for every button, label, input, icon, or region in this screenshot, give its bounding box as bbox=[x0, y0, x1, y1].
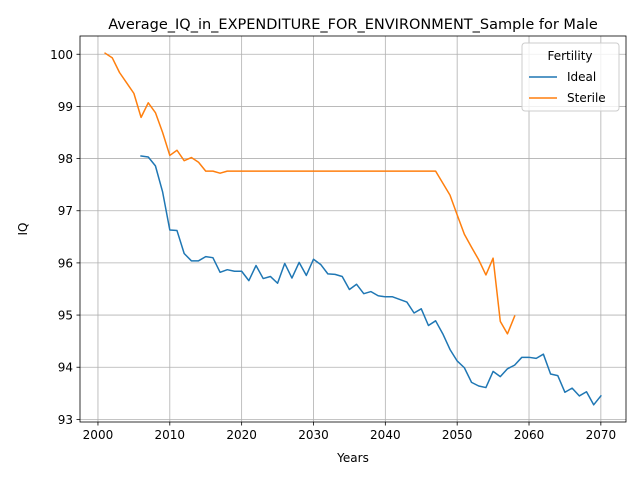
x-tick-label: 2060 bbox=[514, 428, 545, 442]
y-tick-label: 94 bbox=[58, 361, 73, 375]
y-axis-label: IQ bbox=[16, 223, 30, 236]
x-tick-label: 2070 bbox=[586, 428, 617, 442]
legend-box bbox=[521, 42, 620, 112]
plot-frame bbox=[79, 35, 627, 423]
y-tick-label: 95 bbox=[58, 309, 73, 323]
legend-title: Fertility bbox=[547, 49, 592, 63]
x-axis-label: Years bbox=[336, 451, 369, 465]
legend-label-ideal: Ideal bbox=[567, 70, 596, 84]
y-tick-label: 98 bbox=[58, 152, 73, 166]
x-tick-label: 2030 bbox=[298, 428, 329, 442]
y-tick-label: 100 bbox=[50, 48, 73, 62]
x-tick-label: 2000 bbox=[83, 428, 114, 442]
y-tick-label: 93 bbox=[58, 413, 73, 427]
y-tick-label: 99 bbox=[58, 100, 73, 114]
y-tick-label: 97 bbox=[58, 204, 73, 218]
grid bbox=[80, 36, 626, 422]
series-line-ideal bbox=[140, 155, 602, 406]
x-tick-label: 2050 bbox=[442, 428, 473, 442]
x-tick-label: 2010 bbox=[155, 428, 186, 442]
y-tick-label: 96 bbox=[58, 256, 73, 270]
x-axis-ticks: 2000 2010 2020 2030 2040 2050 2060 2070 bbox=[83, 422, 616, 442]
legend: Fertility Ideal Sterile bbox=[521, 42, 620, 112]
chart-title: Average_IQ_in_EXPENDITURE_FOR_ENVIRONMEN… bbox=[108, 17, 598, 33]
x-tick-label: 2020 bbox=[226, 428, 257, 442]
series-lines bbox=[104, 52, 602, 406]
legend-label-sterile: Sterile bbox=[567, 91, 606, 105]
series-line-sterile bbox=[104, 52, 516, 335]
y-axis-ticks: 93 94 95 96 97 98 99 100 bbox=[50, 48, 80, 427]
x-tick-label: 2040 bbox=[370, 428, 401, 442]
